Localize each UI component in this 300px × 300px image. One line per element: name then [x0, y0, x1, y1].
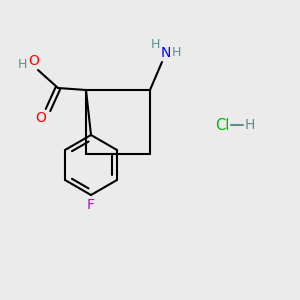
Text: H: H	[171, 46, 181, 59]
Text: F: F	[87, 198, 95, 212]
Text: H: H	[17, 58, 27, 70]
Text: N: N	[161, 46, 171, 60]
Text: Cl: Cl	[215, 118, 230, 133]
Text: H: H	[245, 118, 255, 132]
Text: O: O	[36, 111, 46, 125]
Text: H: H	[150, 38, 160, 52]
Text: O: O	[28, 54, 39, 68]
